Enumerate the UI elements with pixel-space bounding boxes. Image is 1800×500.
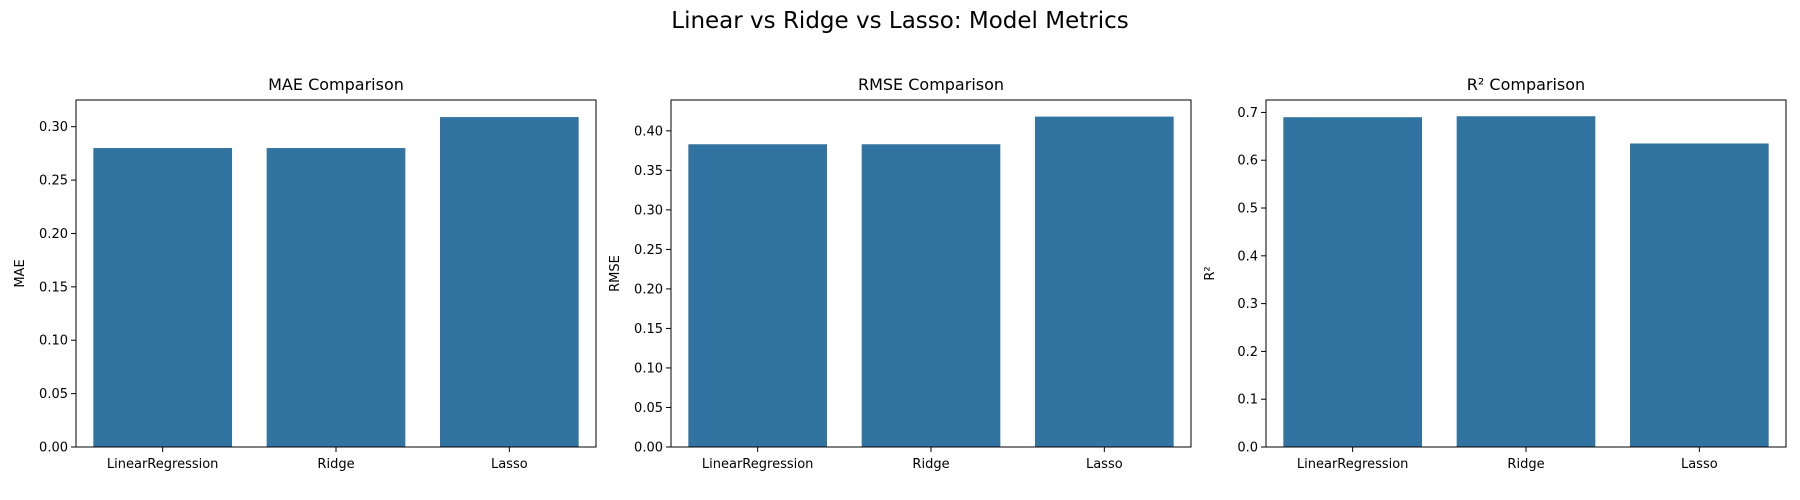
bar-mae-lasso [440,117,579,447]
y-tick-label-rmse: 0.40 [634,124,663,139]
x-tick-label-rmse-lasso: Lasso [1086,457,1123,472]
x-tick-label-rmse-linearregression: LinearRegression [702,457,814,472]
y-tick-label-rmse: 0.35 [634,164,663,179]
x-tick-label-rmse-ridge: Ridge [912,457,949,472]
bar-rmse-lasso [1035,116,1174,447]
x-tick-label-r-lasso: Lasso [1681,457,1718,472]
bar-mae-ridge [266,148,406,448]
bar-r-linearregression [1283,117,1422,448]
y-tick-label-mae: 0.20 [39,227,68,242]
bar-mae-linearregression [93,148,232,448]
y-tick-label-rmse: 0.15 [634,322,663,337]
y-tick-label-rmse: 0.30 [634,203,663,218]
y-tick-label-mae: 0.10 [39,334,68,349]
y-tick-label-r: 0.3 [1237,297,1258,312]
y-tick-label-r: 0.5 [1237,202,1258,217]
y-tick-label-r: 0.4 [1237,249,1258,264]
x-tick-label-r-ridge: Ridge [1507,457,1544,472]
figure-suptitle: Linear vs Ridge vs Lasso: Model Metrics [671,8,1129,34]
bar-rmse-ridge [861,144,1001,447]
y-tick-label-rmse: 0.10 [634,361,663,376]
y-tick-label-mae: 0.05 [39,387,68,402]
x-tick-label-mae-lasso: Lasso [491,457,528,472]
y-tick-label-r: 0.2 [1237,345,1258,360]
panel-title-rmse: RMSE Comparison [858,75,1004,94]
y-tick-label-r: 0.6 [1237,154,1258,169]
y-tick-label-rmse: 0.05 [634,401,663,416]
y-tick-label-rmse: 0.25 [634,243,663,258]
panel-title-r: R² Comparison [1467,75,1585,94]
chart-panel-rmse: 0.00 0.05 0.10 0.15 0.20 0.25 0.30 0.35 0.40 Line… [608,75,1192,472]
x-tick-label-mae-linearregression: LinearRegression [107,457,219,472]
y-axis-label-rmse: RMSE [608,255,623,292]
bar-rmse-linearregression [688,144,827,447]
x-tick-label-mae-ridge: Ridge [317,457,354,472]
y-tick-label-mae: 0.25 [39,174,68,189]
y-tick-label-mae: 0.15 [39,280,68,295]
bar-r-lasso [1630,143,1769,448]
y-axis-label-mae: MAE [13,259,28,287]
y-tick-label-rmse: 0.00 [634,441,663,456]
y-tick-label-mae: 0.00 [39,441,68,456]
y-tick-label-rmse: 0.20 [634,282,663,297]
y-tick-label-r: 0.7 [1237,106,1258,121]
chart-panels: 0.00 0.05 0.10 0.15 0.20 0.25 0.30 LinearRegres… [13,75,1787,472]
panel-title-mae: MAE Comparison [268,75,404,94]
x-tick-label-r-linearregression: LinearRegression [1297,457,1409,472]
chart-panel-r: 0.0 0.1 0.2 0.3 0.4 0.5 0.6 0.7 LinearRegression… [1203,75,1787,472]
bar-r-ridge [1456,116,1596,447]
y-tick-label-r: 0.1 [1237,393,1258,408]
y-tick-label-mae: 0.30 [39,120,68,135]
y-tick-label-r: 0.0 [1237,441,1258,456]
y-axis-label-r: R² [1203,266,1218,280]
chart-panel-mae: 0.00 0.05 0.10 0.15 0.20 0.25 0.30 LinearRegres… [13,75,597,472]
